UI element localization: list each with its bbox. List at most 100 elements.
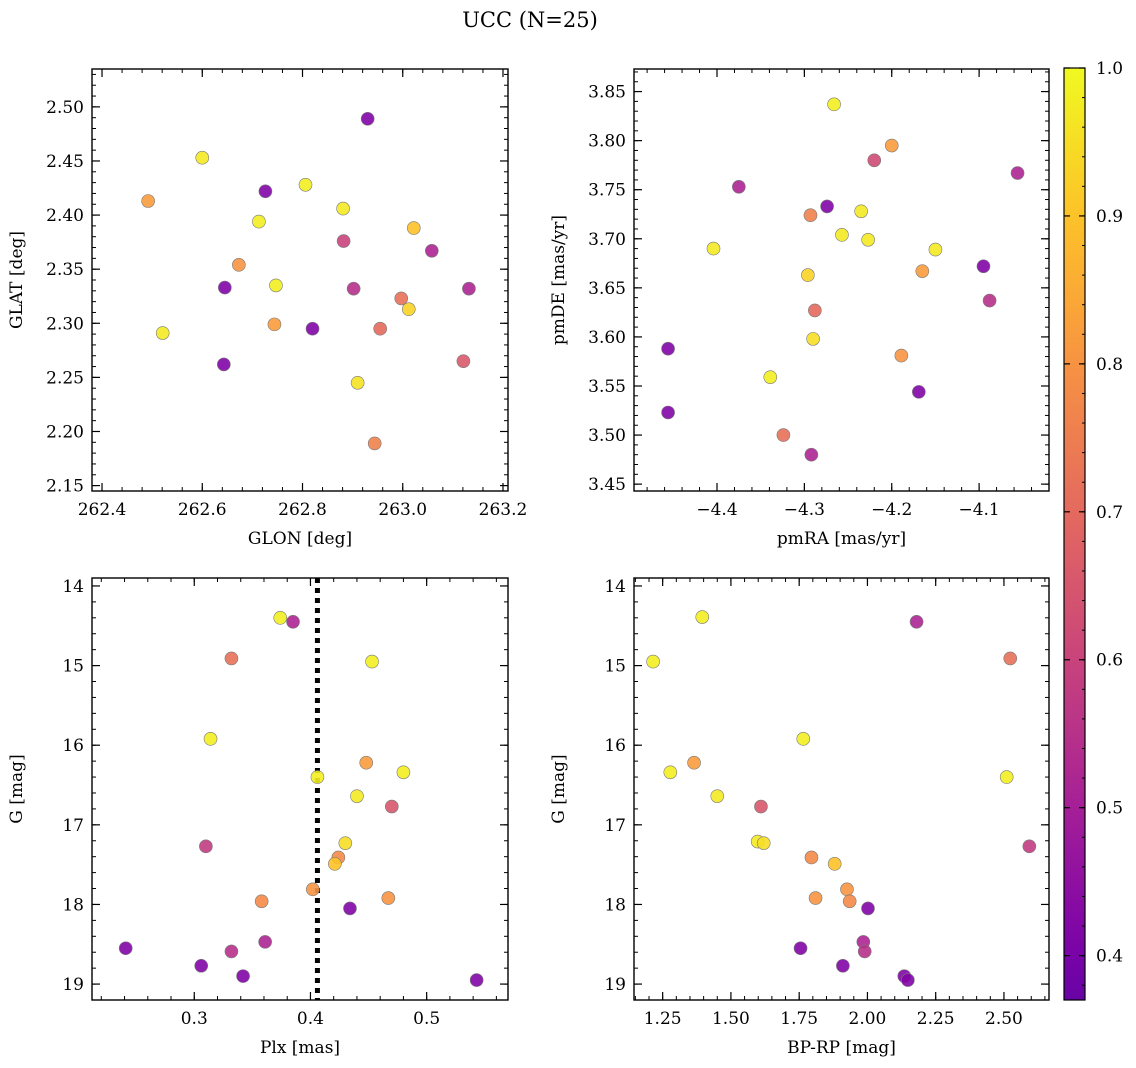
x-tick-label: 2.00 [849,1009,887,1029]
y-tick-label: 2.30 [46,314,84,334]
y-tick-label: 19 [604,975,626,995]
colorbar: 1.0 0.9 0.8 0.7 0.6 0.5 0.4 [1063,59,1123,1001]
scatter-point [298,177,313,192]
scatter-point [776,428,791,442]
scatter-point [861,232,875,247]
scatter-point [269,278,283,293]
scatter-point [381,891,396,905]
scatter-point [1010,166,1025,180]
panel-3: 0.3 0.4 0.5 14 15 16 17 18 19 Plx [mas] G [mag] [7,577,509,1058]
y-tick-label: 2.25 [46,368,84,388]
x-tick-label: 2.50 [985,1009,1023,1029]
scatter-point [203,732,218,746]
scatter-point [224,651,239,666]
scatter-point [359,755,374,770]
x-tick-label: 0.5 [413,1009,440,1029]
x-tick-label: 0.3 [181,1009,208,1029]
scatter-point [763,370,778,384]
scatter-point [155,326,170,340]
scatter-point [252,214,266,229]
scatter-point [827,97,841,112]
scatter-point [801,268,815,282]
scatter-point [396,765,411,780]
scatter-point [804,447,819,462]
x-tick-label: 1.50 [712,1009,750,1029]
scatter-point [687,755,701,770]
scatter-point [756,836,771,850]
x-tick-label: 262.6 [178,500,227,520]
scatter-point [793,941,808,956]
panel-2: −4.4 −4.3 −4.2 −4.1 3.45 3.50 3.55 3.60 3.65 3.70… [549,68,1050,549]
scatter-point [384,799,399,814]
scatter-point [842,894,857,909]
y-tick-label: 3.85 [588,83,626,103]
y-tick-label: 16 [62,736,84,756]
x-tick-label: 1.25 [644,1009,682,1029]
scatter-point [336,201,350,216]
x-tick-label: 262.4 [78,500,127,520]
y-tick-label: 2.45 [46,152,84,172]
y-tick-label: 3.70 [588,230,626,250]
scatter-point [861,901,875,916]
scatter-point [217,357,231,372]
y-tick-label: 19 [62,975,84,995]
scatter-point [336,234,351,248]
y-tick-label: 3.45 [588,475,626,495]
scatter-point [646,654,660,669]
scatter-point [840,882,854,897]
y-tick-label: 17 [604,816,626,836]
colorbar-tick-label: 1.0 [1096,59,1123,79]
scatter-point [901,973,915,987]
scatter-point [462,281,476,296]
colorbar-tick-label: 0.7 [1096,503,1123,523]
scatter-point [804,850,819,865]
scatter-point [1022,839,1037,854]
scatter-point [305,321,320,336]
y-tick-label: 3.65 [588,279,626,299]
scatter-point [199,839,213,854]
x-tick-label: −4.4 [696,500,737,520]
scatter-point [328,857,342,871]
y-tick-label: 16 [604,736,626,756]
scatter-point [338,836,353,850]
scatter-point [909,614,924,629]
scatter-point [661,405,675,420]
scatter-point [706,241,721,256]
colorbar-tick-label: 0.9 [1096,207,1123,227]
axes-frame [633,68,1050,492]
panel-4: 1.25 1.50 1.75 2.00 2.25 2.50 14 15 16 17 18 19 BP-R… [549,577,1050,1058]
y-tick-label: 17 [62,816,84,836]
scatter-point [1003,651,1018,666]
scatter-point [982,293,997,308]
scatter-point [373,321,387,336]
x-tick-label: 2.25 [917,1009,955,1029]
x-axis-label: Plx [mas] [260,1038,340,1058]
y-tick-label: 15 [604,657,626,677]
y-tick-label: 14 [604,577,626,597]
scatter-point [406,221,421,235]
axes-frame [91,68,509,492]
scatter-point [915,264,930,278]
scatter-point [350,375,365,390]
scatter-point [928,242,943,257]
panels: 262.4 262.6 262.8 263.0 263.2 2.15 2.20 2.25 2.3… [7,68,1050,1058]
scatter-point [365,654,379,669]
x-axis-label: pmRA [mas/yr] [777,529,906,549]
scatter-point [401,302,416,317]
colorbar-tick-label: 0.6 [1096,651,1123,671]
colorbar-tick-label: 0.5 [1096,799,1123,819]
scatter-point [976,259,991,274]
y-tick-label: 15 [62,657,84,677]
colorbar-tick-label: 0.8 [1096,355,1123,375]
y-tick-label: 3.75 [588,181,626,201]
scatter-point [808,303,822,318]
scatter-point [857,944,872,959]
scatter-point [894,348,909,363]
x-tick-label: 1.75 [780,1009,818,1029]
y-tick-label: 2.40 [46,206,84,226]
y-axis-label: G [mag] [7,754,27,823]
scatter-point [456,354,471,368]
scatter-point [867,153,882,168]
x-axis-label: BP-RP [mag] [787,1038,896,1058]
